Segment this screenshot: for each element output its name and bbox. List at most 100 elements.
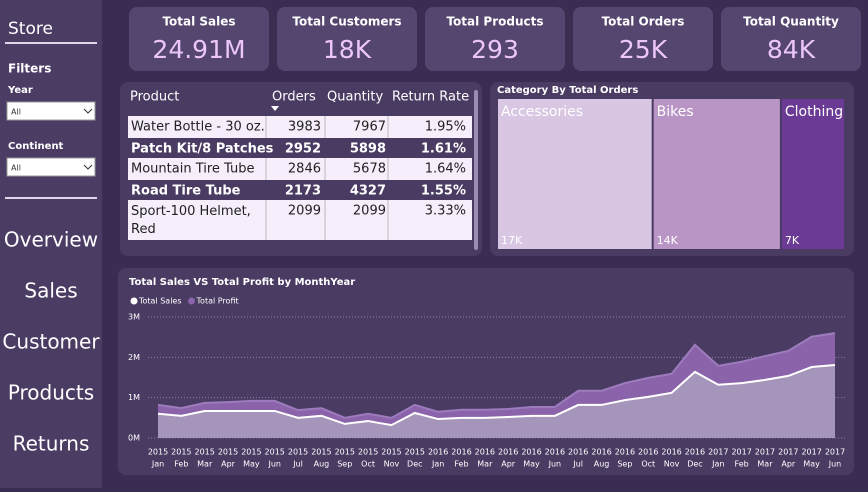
x-tick-year: 2017 (825, 448, 845, 457)
x-tick-month: Dec (407, 460, 422, 469)
dropdown[interactable] (6, 101, 96, 121)
y-tick-label: 2M (128, 353, 140, 362)
nav-item[interactable]: Customer (2, 330, 100, 354)
cell-number: 2099 (288, 204, 321, 219)
x-tick-year: 2015 (148, 448, 168, 457)
y-tick-label: 1M (128, 393, 140, 402)
y-tick-label: 3M (128, 313, 140, 322)
x-tick-month: Jun (548, 460, 562, 469)
kpi-value: 84K (767, 35, 816, 64)
cell-number: 2952 (285, 142, 321, 157)
filter-label: Year (7, 85, 33, 96)
x-tick-month: Nov (384, 460, 400, 469)
x-tick-year: 2015 (218, 448, 238, 457)
x-tick-year: 2016 (475, 448, 495, 457)
x-tick-month: Jul (572, 460, 583, 469)
x-tick-month: Mar (757, 460, 773, 469)
x-tick-year: 2015 (241, 448, 261, 457)
x-tick-year: 2016 (568, 448, 588, 457)
kpi-card (425, 7, 565, 71)
kpi-card (573, 7, 713, 71)
kpi-card (277, 7, 417, 71)
x-tick-year: 2017 (801, 448, 821, 457)
x-tick-month: Jun (267, 460, 281, 469)
x-tick-year: 2017 (778, 448, 798, 457)
x-tick-month: Aug (314, 460, 330, 469)
x-tick-month: Jan (151, 460, 164, 469)
kpi-label: Total Orders (602, 15, 685, 29)
x-tick-year: 2015 (335, 448, 355, 457)
table-row (128, 200, 472, 240)
cell-text: Sport-100 Helmet, Red (131, 204, 251, 237)
scrollbar[interactable] (474, 90, 478, 250)
x-tick-year: 2016 (661, 448, 681, 457)
cell-number: 3983 (288, 120, 321, 135)
nav-item[interactable]: Products (8, 381, 94, 405)
tile-value: 17K (501, 234, 523, 247)
x-tick-month: Jul (292, 460, 303, 469)
line (157, 364, 836, 427)
x-tick-year: 2017 (708, 448, 728, 457)
treemap-tile (653, 99, 780, 249)
column-header: Quantity (327, 90, 383, 105)
x-tick-month: Dec (687, 460, 702, 469)
x-tick-month: Nov (664, 460, 680, 469)
x-tick-year: 2015 (381, 448, 401, 457)
treemap-tile (498, 99, 652, 249)
cell-number: 1.61% (421, 142, 466, 157)
x-tick-year: 2016 (615, 448, 635, 457)
dropdown-arrow (83, 108, 93, 114)
x-tick-month: Mar (477, 460, 493, 469)
dropdown-arrow (83, 164, 93, 170)
cell-number: 7967 (353, 120, 386, 135)
nav-item[interactable]: Sales (24, 279, 77, 303)
x-tick-month: May (523, 460, 540, 469)
x-tick-month: May (243, 460, 260, 469)
x-tick-month: Jun (828, 460, 842, 469)
x-tick-month: Sep (337, 460, 352, 469)
x-tick-month: Feb (454, 460, 468, 469)
x-tick-month: Apr (781, 460, 796, 469)
sidebar-title: Store (8, 19, 53, 39)
dropdown-value: All (11, 164, 21, 173)
cell-number: 1.64% (425, 162, 466, 177)
kpi-value: 25K (619, 35, 668, 64)
tile-value: 14K (657, 234, 679, 247)
nav-item[interactable]: Returns (13, 432, 90, 456)
kpi-value: 24.91M (152, 35, 245, 64)
sidebar (0, 0, 102, 488)
kpi-value: 18K (323, 35, 372, 64)
kpi-card (129, 7, 269, 71)
x-tick-year: 2016 (428, 448, 448, 457)
x-tick-month: Feb (735, 460, 749, 469)
x-tick-year: 2015 (311, 448, 331, 457)
x-tick-month: Feb (174, 460, 188, 469)
kpi-label: Total Sales (162, 15, 235, 29)
legend-label: Total Profit (196, 297, 239, 306)
kpi-label: Total Quantity (743, 15, 839, 29)
tile-label: Accessories (501, 104, 583, 120)
y-tick-label: 0M (128, 434, 140, 443)
x-tick-month: Sep (617, 460, 632, 469)
nav-item[interactable]: Overview (4, 228, 98, 252)
x-tick-month: Aug (594, 460, 610, 469)
line (157, 332, 836, 419)
column-header: Return Rate (392, 90, 469, 105)
x-tick-month: Jan (711, 460, 724, 469)
column-header: Orders (272, 90, 316, 105)
x-tick-year: 2016 (591, 448, 611, 457)
tile-label: Clothing (785, 104, 843, 120)
x-tick-year: 2017 (731, 448, 751, 457)
dropdown[interactable] (6, 157, 96, 177)
sort-arrow (271, 106, 279, 111)
treemap-tile (781, 99, 844, 249)
cell-number: 4327 (350, 184, 386, 199)
cell-number: 3.33% (425, 204, 466, 219)
cell-number: 1.95% (425, 120, 466, 135)
dropdown-value: All (11, 108, 21, 117)
x-tick-year: 2016 (638, 448, 658, 457)
kpi-value: 293 (471, 35, 519, 64)
tile-label: Bikes (657, 104, 694, 120)
table-row (128, 116, 472, 138)
tile-value: 7K (785, 234, 800, 247)
